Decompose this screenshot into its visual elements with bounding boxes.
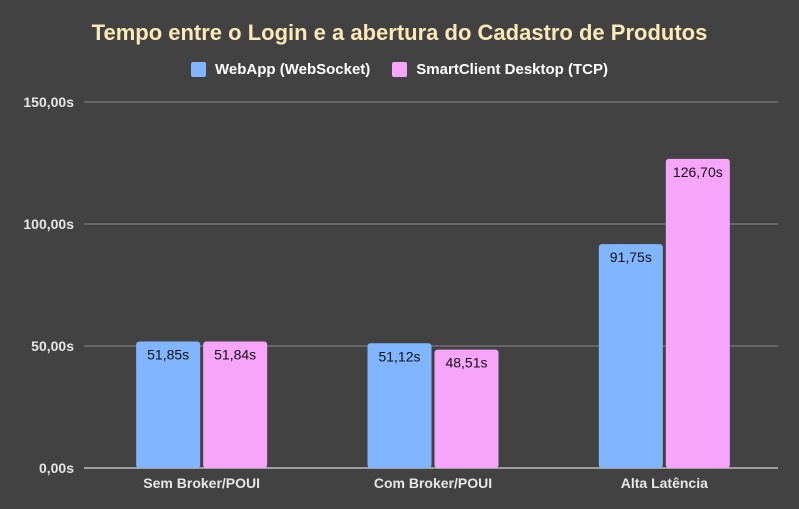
- y-tick-label: 100,00s: [23, 216, 74, 232]
- bar: [203, 341, 268, 468]
- x-category-label: Sem Broker/POUI: [143, 475, 260, 491]
- y-tick-label: 150,00s: [23, 94, 74, 110]
- legend-swatch-webapp: [191, 62, 206, 77]
- legend-label-smartclient: SmartClient Desktop (TCP): [416, 61, 608, 78]
- data-label: 51,84s: [214, 347, 256, 363]
- x-category-label: Alta Latência: [621, 475, 708, 491]
- legend-item-webapp[interactable]: WebApp (WebSocket): [191, 61, 370, 78]
- bar: [136, 341, 201, 468]
- legend-item-smartclient[interactable]: SmartClient Desktop (TCP): [392, 61, 608, 78]
- bar: [598, 244, 663, 468]
- data-label: 91,75s: [610, 249, 652, 265]
- data-label: 48,51s: [445, 355, 487, 371]
- y-tick-label: 50,00s: [31, 338, 74, 354]
- data-label: 51,85s: [147, 346, 189, 362]
- legend-swatch-smartclient: [392, 62, 408, 77]
- y-tick-label: 0,00s: [39, 460, 74, 476]
- legend-label-webapp: WebApp (WebSocket): [215, 61, 371, 78]
- bar: [367, 343, 432, 468]
- bar: [434, 349, 499, 468]
- x-category-label: Com Broker/POUI: [374, 475, 492, 491]
- bar: [665, 158, 730, 469]
- legend: WebApp (WebSocket) SmartClient Desktop (…: [0, 61, 799, 78]
- data-label: 126,70s: [673, 164, 723, 180]
- chart-title: Tempo entre o Login e a abertura do Cada…: [91, 20, 708, 45]
- data-label: 51,12s: [378, 348, 420, 364]
